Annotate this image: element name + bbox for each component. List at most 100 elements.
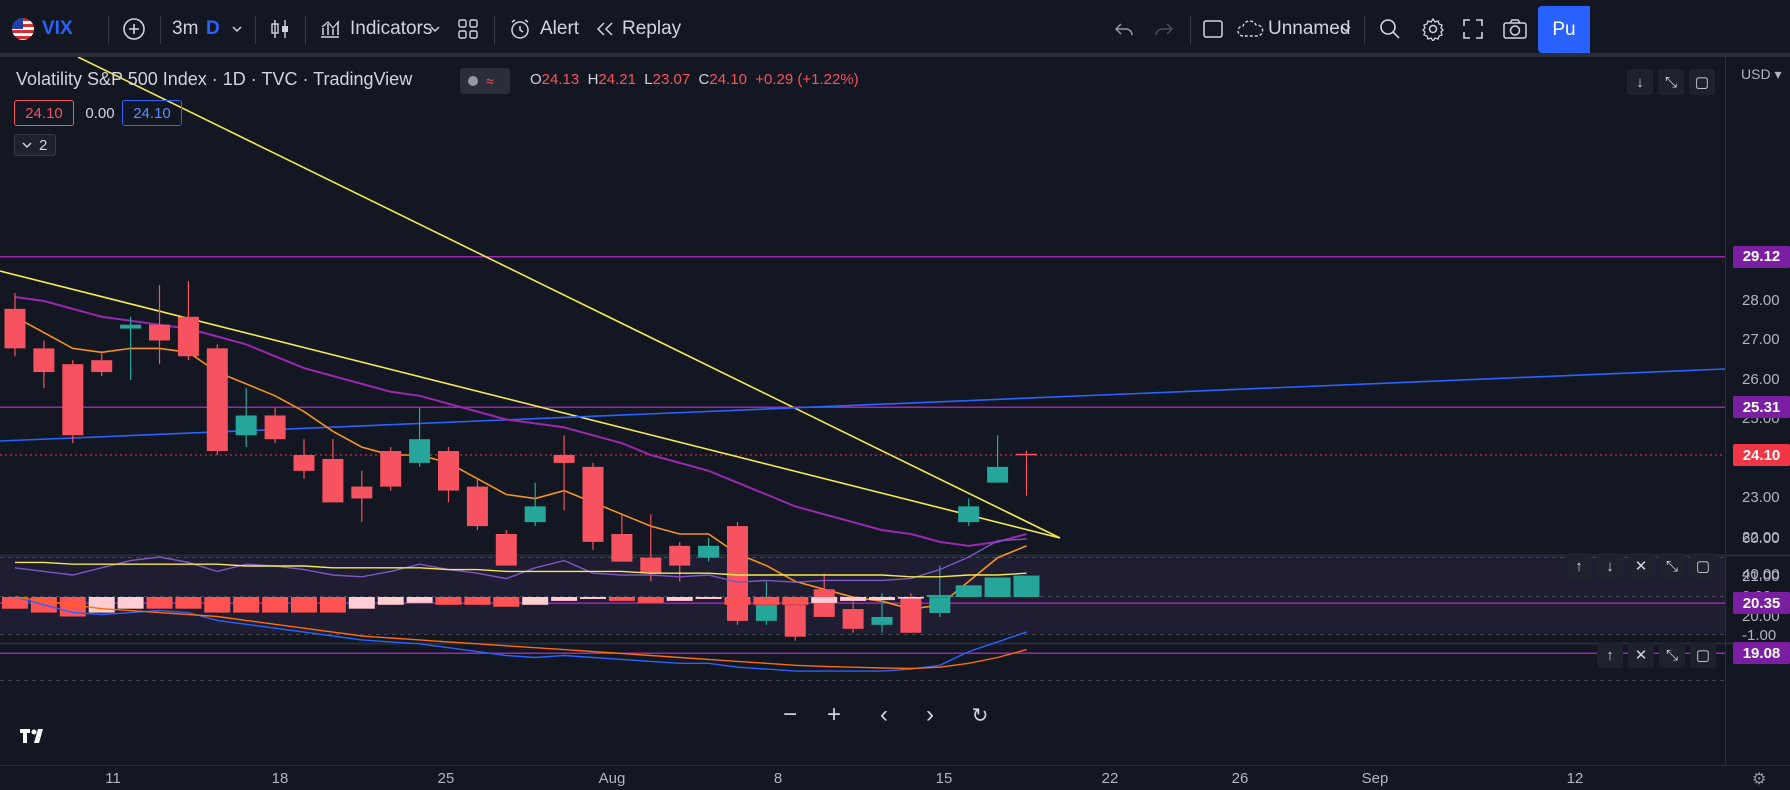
rsi-move-up-button[interactable]: ↑ [1566,553,1592,579]
redo-button[interactable] [1153,12,1175,46]
macd-histogram-bar [840,597,867,601]
layout-dropdown-button[interactable] [1339,12,1353,46]
zoom-in-button[interactable]: + [814,697,854,733]
maximize-pane-button[interactable]: ▢ [1689,69,1715,95]
candle-body [929,597,951,613]
chevron-right-icon: › [926,701,934,728]
lower-trendline [0,270,1061,539]
candle-body [409,439,431,463]
interval-dropdown-button[interactable] [230,12,244,46]
candle-body [611,534,633,562]
indicators-chart-icon [321,20,340,38]
arrow-up-icon: ↑ [1606,646,1614,664]
undo-icon [1114,23,1133,36]
macd-close-button[interactable]: ✕ [1628,642,1654,668]
eye-icon [468,76,478,86]
price-tick-label: 27.00 [1742,331,1780,349]
rsi-maximize-button[interactable]: ▢ [1690,553,1716,579]
scroll-left-button[interactable]: ‹ [864,697,904,733]
search-button[interactable] [1378,12,1402,46]
candle-body [120,324,142,329]
chart-type-button[interactable] [268,12,292,46]
alert-button[interactable]: Alert [508,12,579,46]
separator [1364,16,1365,44]
macd-histogram-bar [406,597,433,603]
interval-button[interactable]: 3m [172,12,198,46]
chart-area[interactable]: Volatility S&P 500 Index · 1D · TVC · Tr… [0,57,1790,790]
move-pane-down-button[interactable]: ↓ [1627,69,1653,95]
candle-body [264,415,286,440]
layout-select-button[interactable] [1202,12,1224,46]
gear-icon: ⚙ [1752,771,1767,788]
sell-button[interactable]: 24.10 [14,100,74,126]
time-axis-settings-button[interactable]: ⚙ [1752,769,1772,789]
candle-body [1016,453,1037,456]
zoom-out-button[interactable]: − [770,697,810,733]
navigation-bar: − + ‹ › ↻ [770,697,1010,737]
publish-button[interactable]: Pu [1538,6,1590,53]
rsi-line [14,538,1027,583]
interval-style-button[interactable]: D [206,12,220,46]
layout-name-label: Unnamed [1268,18,1351,39]
macd-histogram-bar [753,597,780,605]
macd-histogram-bar [695,597,722,599]
settings-button[interactable] [1421,12,1445,46]
scroll-right-button[interactable]: › [910,697,950,733]
symbol-label: VIX [42,18,73,39]
redo-icon [1155,23,1174,36]
square-icon [1203,20,1223,38]
macd-histogram-bar [59,597,86,617]
macd-histogram-bar [551,597,578,601]
indicators-button[interactable]: Indicators [318,12,432,46]
candle-body [582,466,604,542]
collapse-icon: ⤡ [1665,557,1678,575]
macd-maximize-button[interactable]: ▢ [1690,642,1716,668]
currency-selector[interactable]: USD ▾ [1741,66,1782,82]
chart-canvas[interactable] [0,57,1790,790]
legend-visibility-toggle[interactable]: ≈ [460,68,510,94]
undo-button[interactable] [1113,12,1135,46]
candle-body [33,348,55,373]
support-trendline [0,368,1726,442]
rsi-tick-label: 40.00 [1742,566,1780,583]
replay-button[interactable]: Replay [594,12,681,46]
collapse-pane-button[interactable]: ⤡ [1658,69,1684,95]
templates-button[interactable] [457,12,479,46]
interval-label: 3m [172,18,199,39]
rsi-move-down-button[interactable]: ↓ [1597,553,1623,579]
rsi-collapse-button[interactable]: ⤡ [1659,553,1685,579]
candle-body [62,364,84,436]
macd-collapse-button[interactable]: ⤡ [1659,642,1685,668]
price-tick-label: 23.00 [1742,489,1780,507]
candle-body [727,526,748,621]
reset-chart-button[interactable]: ↻ [960,697,1000,733]
candle-body [842,609,864,629]
candle-body [177,316,199,357]
candle-body [91,360,113,373]
candle-body [206,348,228,452]
snapshot-button[interactable] [1502,12,1528,46]
candle-body [669,545,691,566]
rsi-close-button[interactable]: ✕ [1628,553,1654,579]
macd-move-up-button[interactable]: ↑ [1597,642,1623,668]
macd-histogram-bar [782,597,809,605]
macd-histogram-bar [666,597,693,601]
arrow-down-icon: ↓ [1606,557,1614,575]
chevron-down-icon [22,142,32,149]
fullscreen-button[interactable] [1462,12,1484,46]
indicators-dropdown-button[interactable] [428,12,442,46]
compare-add-button[interactable] [122,12,146,46]
replay-label: Replay [622,18,682,39]
price-tick-label: 21.00 [1742,568,1780,586]
separator [255,16,256,44]
save-layout-button[interactable]: Unnamed [1236,12,1350,46]
indicators-collapse-button[interactable]: 2 [14,134,56,156]
buy-button[interactable]: 24.10 [122,100,182,126]
macd-histogram-bar [88,597,115,613]
rsi-tick-label: 60.00 [1742,530,1780,547]
symbol-search-button[interactable]: VIX [12,12,73,46]
alarm-clock-icon [511,19,529,39]
candle-body [495,534,517,566]
time-axis-label: 8 [773,770,783,787]
candle-body [4,308,26,349]
